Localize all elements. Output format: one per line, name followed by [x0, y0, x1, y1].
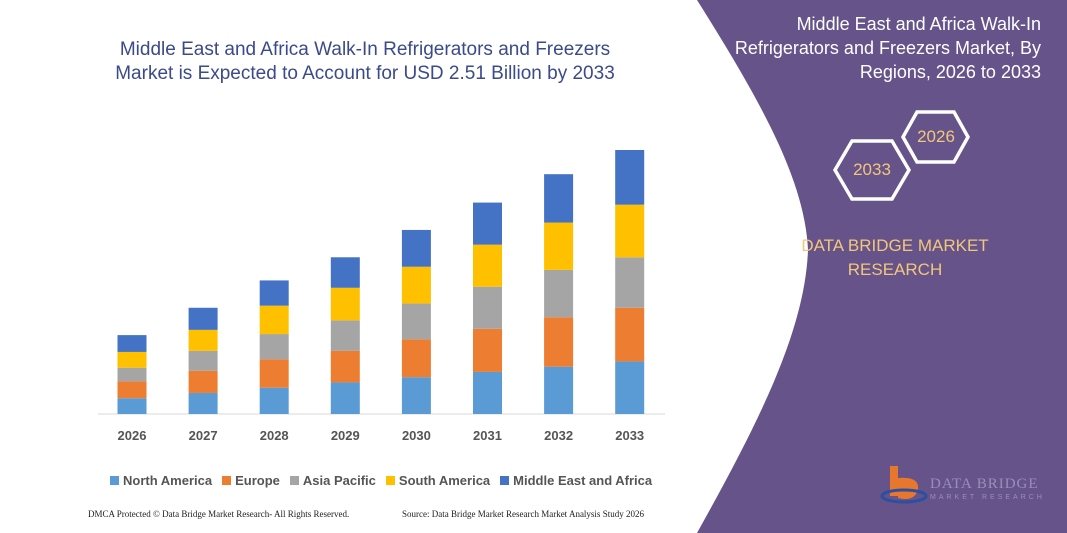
bar-segment-asia-pacific-2028 [259, 334, 289, 360]
bar-segment-middle-east-and-africa-2029 [330, 257, 360, 288]
legend-label: North America [123, 473, 213, 488]
bar-segment-middle-east-and-africa-2031 [473, 202, 502, 245]
bar-segment-asia-pacific-2032 [544, 269, 574, 318]
legend-swatch [500, 476, 510, 485]
x-tick-label: 2029 [331, 428, 360, 443]
bar-segment-middle-east-and-africa-2026 [117, 335, 147, 352]
x-tick-label: 2028 [260, 428, 289, 443]
legend-label: Europe [235, 473, 280, 488]
footer-source: Source: Data Bridge Market Research Mark… [402, 509, 644, 519]
bar-segment-north-america-2031 [473, 371, 502, 414]
legend-label: Middle East and Africa [513, 473, 653, 488]
legend-item: Asia Pacific [289, 473, 376, 488]
bar-segment-asia-pacific-2027 [188, 350, 218, 371]
logo-text: DATA BRIDGE [930, 476, 1039, 492]
bar-segment-north-america-2028 [259, 387, 289, 414]
bar-segment-south-america-2026 [117, 351, 147, 368]
footer-copyright: DMCA Protected © Data Bridge Market Rese… [88, 509, 350, 519]
x-tick-label: 2030 [402, 428, 431, 443]
bar-segment-asia-pacific-2029 [330, 320, 360, 351]
bar-segment-middle-east-and-africa-2032 [544, 174, 574, 223]
bar-segment-europe-2028 [259, 359, 289, 388]
legend-item: South America [385, 473, 491, 488]
x-tick-label: 2032 [544, 428, 573, 443]
bar-segment-asia-pacific-2031 [473, 286, 502, 329]
hex-label-start: 2026 [917, 127, 955, 146]
bar-segment-south-america-2031 [473, 244, 502, 287]
bar-segment-middle-east-and-africa-2027 [188, 307, 218, 330]
legend-swatch [110, 476, 119, 485]
hexagon-2026 [900, 110, 971, 164]
bar-segment-middle-east-and-africa-2030 [401, 229, 431, 267]
stacked-bar-chart: 2026 2027 2028 2029 2030 2031 2032 2033 [98, 150, 665, 443]
bar-segment-europe-2031 [473, 328, 502, 372]
chart-title: Middle East and Africa Walk-In Refrigera… [115, 39, 615, 84]
x-tick-label: 2031 [473, 428, 502, 443]
brand-text: DATA BRIDGE MARKET RESEARCH [801, 236, 989, 279]
legend-label: Asia Pacific [302, 473, 376, 488]
bar-segment-south-america-2028 [259, 305, 289, 335]
bar-segment-europe-2030 [401, 339, 431, 378]
bar-segment-south-america-2030 [401, 266, 431, 304]
bar-segment-south-america-2033 [615, 204, 645, 258]
bar-segment-middle-east-and-africa-2028 [259, 280, 289, 306]
legend-item: North America [110, 473, 212, 488]
bar-segment-asia-pacific-2033 [615, 257, 645, 308]
x-tick-label: 2027 [189, 428, 218, 443]
legend-swatch [222, 476, 232, 485]
bar-segment-europe-2029 [330, 350, 360, 383]
bar-segment-north-america-2026 [117, 398, 147, 414]
legend-item: Middle East and Africa [500, 473, 652, 488]
side-panel-title: Middle East and Africa Walk-In Refrigera… [734, 14, 1041, 82]
legend-swatch [289, 476, 299, 485]
logo-subtext: MARKET RESEARCH [930, 494, 1045, 501]
bar-segment-asia-pacific-2026 [117, 367, 147, 382]
legend: North America Europe Asia Pacific South Ame… [110, 473, 652, 488]
bar-segment-europe-2026 [117, 381, 147, 399]
bar-segment-south-america-2032 [544, 222, 574, 270]
x-tick-label: 2033 [615, 428, 644, 443]
legend-label: South America [398, 473, 491, 488]
bar-segment-europe-2027 [188, 370, 218, 393]
bar-segment-europe-2033 [615, 307, 645, 362]
bar-segment-north-america-2030 [401, 377, 431, 414]
bar-segment-south-america-2029 [330, 287, 360, 321]
bar-segment-europe-2032 [544, 317, 574, 367]
legend-item: Europe [222, 473, 280, 488]
x-tick-label: 2026 [118, 428, 147, 443]
data-bridge-logo-icon [880, 466, 928, 504]
side-panel-shape [697, 0, 1067, 533]
bar-segment-north-america-2027 [188, 392, 218, 414]
legend-swatch [385, 476, 395, 485]
bar-segment-north-america-2029 [330, 382, 360, 414]
hex-label-end: 2033 [853, 160, 891, 179]
bar-segment-middle-east-and-africa-2033 [615, 150, 645, 205]
bar-segment-north-america-2033 [615, 361, 645, 414]
bar-segment-north-america-2032 [544, 366, 574, 414]
hexagon-2033 [832, 139, 912, 201]
bar-segment-south-america-2027 [188, 329, 218, 351]
bar-segment-asia-pacific-2030 [401, 303, 431, 340]
